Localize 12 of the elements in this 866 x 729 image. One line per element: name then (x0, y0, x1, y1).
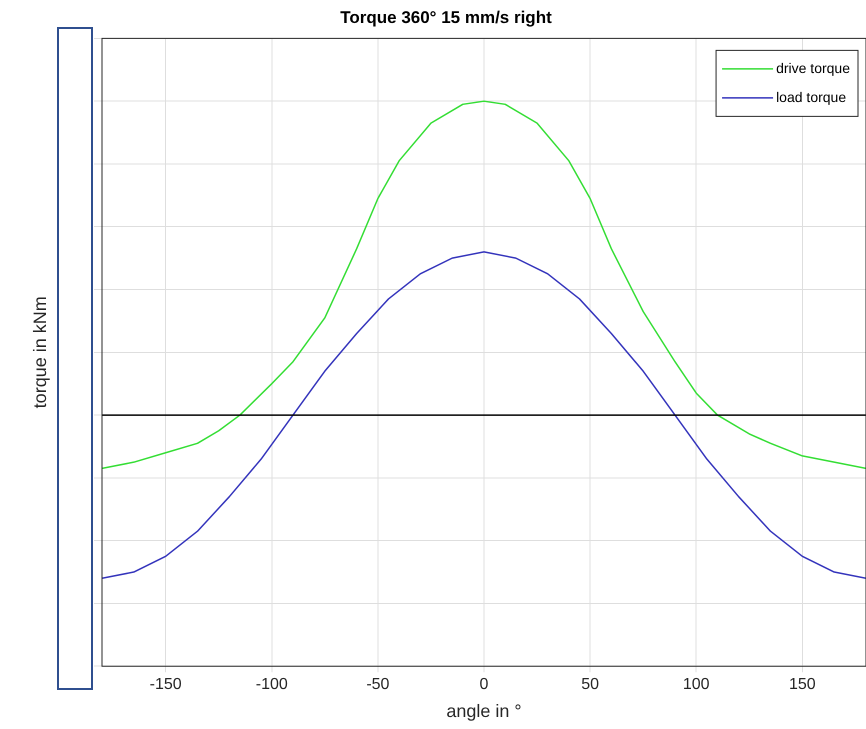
x-tick-label: -50 (366, 676, 390, 694)
chart-title: Torque 360° 15 mm/s right (340, 8, 552, 27)
legend-label: load torque (776, 88, 846, 105)
x-tick-label: -150 (150, 676, 182, 694)
y-axis-title: torque in kNm (30, 296, 50, 408)
x-tick-label: 50 (581, 676, 600, 694)
x-axis-title: angle in ° (446, 701, 522, 722)
x-tick-label: 100 (682, 676, 710, 694)
x-tick-label: -100 (256, 676, 288, 694)
x-tick-label: 150 (788, 676, 816, 694)
x-tick-label: 0 (480, 676, 489, 694)
legend-label: drive torque (776, 60, 850, 76)
